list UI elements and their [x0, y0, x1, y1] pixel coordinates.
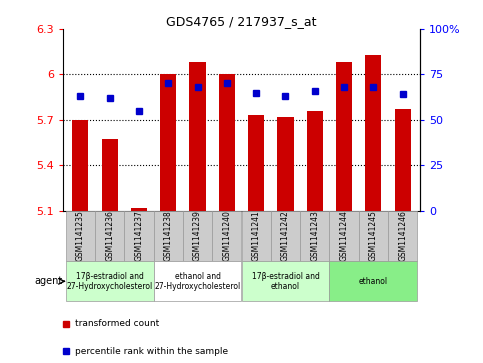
Bar — [124, 211, 154, 261]
Text: GSM1141245: GSM1141245 — [369, 211, 378, 261]
Text: GSM1141241: GSM1141241 — [252, 211, 261, 261]
Bar — [365, 55, 382, 211]
Bar — [160, 74, 176, 211]
Text: GSM1141236: GSM1141236 — [105, 211, 114, 261]
Bar — [300, 211, 329, 261]
Bar — [183, 211, 212, 261]
Bar — [212, 211, 242, 261]
Text: GSM1141243: GSM1141243 — [310, 211, 319, 261]
Bar — [336, 62, 352, 211]
Bar — [154, 211, 183, 261]
Bar — [101, 139, 118, 211]
Text: percentile rank within the sample: percentile rank within the sample — [75, 347, 228, 355]
Title: GDS4765 / 217937_s_at: GDS4765 / 217937_s_at — [166, 15, 317, 28]
Text: ethanol: ethanol — [359, 277, 388, 286]
Bar — [271, 211, 300, 261]
Text: GSM1141239: GSM1141239 — [193, 211, 202, 261]
Bar — [395, 109, 411, 211]
Text: GSM1141238: GSM1141238 — [164, 211, 173, 261]
Bar — [329, 261, 417, 301]
Text: GSM1141235: GSM1141235 — [76, 211, 85, 261]
Text: 17β-estradiol and
27-Hydroxycholesterol: 17β-estradiol and 27-Hydroxycholesterol — [67, 272, 153, 291]
Text: ethanol and
27-Hydroxycholesterol: ethanol and 27-Hydroxycholesterol — [155, 272, 241, 291]
Text: transformed count: transformed count — [75, 319, 159, 328]
Bar — [72, 120, 88, 211]
Bar — [131, 208, 147, 211]
Bar — [66, 211, 95, 261]
Bar — [248, 115, 264, 211]
Text: GSM1141237: GSM1141237 — [134, 211, 143, 261]
Text: GSM1141242: GSM1141242 — [281, 211, 290, 261]
Bar — [66, 261, 154, 301]
Bar — [359, 211, 388, 261]
Bar — [242, 261, 329, 301]
Bar — [388, 211, 417, 261]
Text: GSM1141246: GSM1141246 — [398, 211, 407, 261]
Bar — [189, 62, 206, 211]
Bar — [329, 211, 359, 261]
Text: GSM1141244: GSM1141244 — [340, 211, 349, 261]
Bar — [219, 74, 235, 211]
Bar — [95, 211, 124, 261]
Text: GSM1141240: GSM1141240 — [222, 211, 231, 261]
Bar — [307, 111, 323, 211]
Bar — [242, 211, 271, 261]
Bar — [154, 261, 242, 301]
Bar — [277, 117, 294, 211]
Text: 17β-estradiol and
ethanol: 17β-estradiol and ethanol — [252, 272, 319, 291]
Text: agent: agent — [35, 276, 63, 286]
